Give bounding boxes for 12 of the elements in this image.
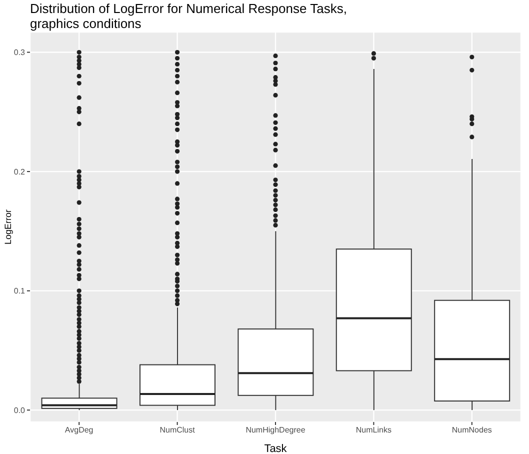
chart-title: Distribution of LogError for Numerical Response Tasks, graphics conditions [30, 1, 347, 31]
x-tick-label: NumLinks [356, 426, 392, 435]
x-tick-label: NumHighDegree [246, 426, 306, 435]
x-axis-title: Task [264, 443, 288, 454]
x-tick-label: AvgDeg [64, 426, 94, 435]
x-tick-label: NumClust [160, 426, 196, 435]
y-tick-label: 0.2 [14, 167, 26, 176]
x-tick-label: NumNodes [452, 426, 492, 435]
y-tick-label: 0.1 [14, 286, 26, 296]
y-tick-label: 0.3 [14, 48, 26, 58]
y-axis-title: LogError [3, 209, 14, 245]
y-tick-label: 0.0 [14, 406, 26, 415]
